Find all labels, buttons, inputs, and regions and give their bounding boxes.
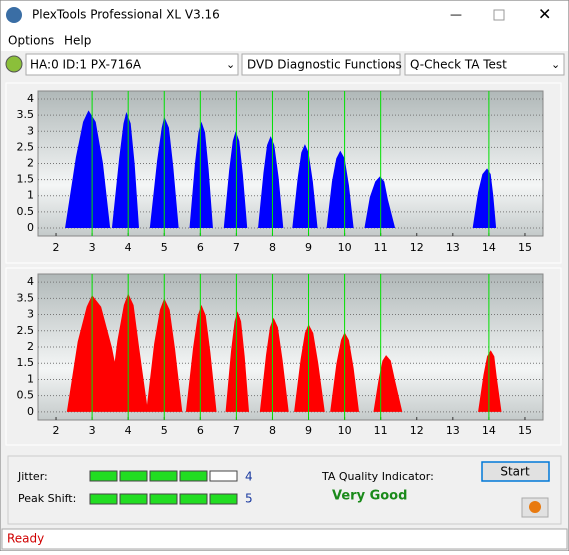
results-panel [7, 455, 562, 525]
menu-bar [1, 30, 568, 51]
y-tick-label: 3 [27, 124, 34, 137]
x-tick-label: 4 [125, 424, 132, 437]
x-tick-label: 3 [89, 241, 96, 254]
x-tick-label: 11 [374, 424, 388, 437]
x-tick-label: 4 [125, 241, 132, 254]
y-tick-label: 2 [27, 340, 34, 353]
x-tick-label: 8 [269, 424, 276, 437]
peak-label: Peak Shift: [18, 492, 76, 505]
x-tick-label: 10 [338, 424, 352, 437]
meter-segment [179, 493, 208, 505]
jitter-value: 4 [245, 470, 253, 484]
y-tick-label: 3.5 [17, 291, 35, 304]
x-tick-label: 13 [446, 424, 460, 437]
status-bar [1, 528, 568, 550]
jitter-label: Jitter: [17, 470, 48, 483]
maximize[interactable] [493, 9, 505, 21]
x-tick-label: 2 [53, 424, 60, 437]
quality-label: TA Quality Indicator: [321, 470, 434, 483]
x-tick-label: 9 [305, 241, 312, 254]
app-icon [6, 7, 22, 23]
quality-value: Very Good [332, 489, 407, 504]
y-tick-label: 1 [27, 372, 34, 385]
y-tick-label: 0 [27, 405, 34, 418]
status-text: Ready [7, 532, 44, 546]
meter-empty [209, 470, 238, 482]
title-bar [1, 1, 568, 30]
y-tick-label: 2 [27, 157, 34, 170]
y-tick-label: 0.5 [17, 205, 35, 218]
x-tick-label: 6 [197, 241, 204, 254]
info-icon [529, 501, 541, 513]
menu-item[interactable]: Options [8, 34, 54, 48]
meter-segment [119, 493, 148, 505]
x-tick-label: 15 [518, 424, 532, 437]
x-tick-label: 13 [446, 241, 460, 254]
y-tick-label: 4 [27, 275, 34, 288]
y-tick-label: 1.5 [17, 173, 35, 186]
test-label: Q-Check TA Test [410, 58, 507, 72]
meter-segment [209, 493, 238, 505]
x-tick-label: 9 [305, 424, 312, 437]
start-button[interactable] [481, 461, 550, 482]
y-tick-label: 0 [27, 221, 34, 234]
x-tick-label: 14 [482, 241, 496, 254]
dropdown-arrow: ⌄ [388, 58, 397, 71]
y-tick-label: 3 [27, 308, 34, 321]
meter-segment [89, 470, 118, 482]
x-tick-label: 5 [161, 241, 168, 254]
y-tick-label: 1.5 [17, 356, 35, 369]
x-tick-label: 12 [410, 241, 424, 254]
function-label: DVD Diagnostic Functions [247, 58, 402, 72]
meter-segment [179, 470, 208, 482]
y-tick-label: 1 [27, 189, 34, 202]
x-tick-label: 10 [338, 241, 352, 254]
drive-label: HA:0 ID:1 PX-716A [30, 58, 142, 72]
x-tick-label: 15 [518, 241, 532, 254]
y-tick-label: 4 [27, 92, 34, 105]
window-title: PlexTools Professional XL V3.16 [32, 8, 220, 22]
drive-icon [5, 55, 23, 73]
peak-value: 5 [245, 492, 253, 506]
x-tick-label: 6 [197, 424, 204, 437]
menu-item[interactable]: Help [64, 34, 91, 48]
x-tick-label: 11 [374, 241, 388, 254]
y-tick-label: 3.5 [17, 108, 35, 121]
x-tick-label: 7 [233, 241, 240, 254]
histogram-area [66, 293, 502, 412]
meter-segment [89, 493, 118, 505]
x-tick-label: 7 [233, 424, 240, 437]
drive-select[interactable] [25, 53, 239, 76]
meter-segment [119, 470, 148, 482]
minimize[interactable]: — [450, 8, 462, 22]
dropdown-arrow: ⌄ [551, 58, 560, 71]
meter-segment [149, 470, 178, 482]
x-tick-label: 14 [482, 424, 496, 437]
meter-segment [149, 493, 178, 505]
x-tick-label: 5 [161, 424, 168, 437]
test-select[interactable] [404, 53, 565, 76]
x-tick-label: 2 [53, 241, 60, 254]
histogram-area [65, 110, 497, 228]
x-tick-label: 12 [410, 424, 424, 437]
y-tick-label: 0.5 [17, 389, 35, 402]
start-label: Start [500, 465, 530, 479]
x-tick-label: 8 [269, 241, 276, 254]
dropdown-arrow: ⌄ [226, 58, 235, 71]
y-tick-label: 2.5 [17, 324, 35, 337]
close[interactable]: ✕ [538, 5, 551, 24]
function-select[interactable] [241, 53, 401, 76]
y-tick-label: 2.5 [17, 140, 35, 153]
x-tick-label: 3 [89, 424, 96, 437]
